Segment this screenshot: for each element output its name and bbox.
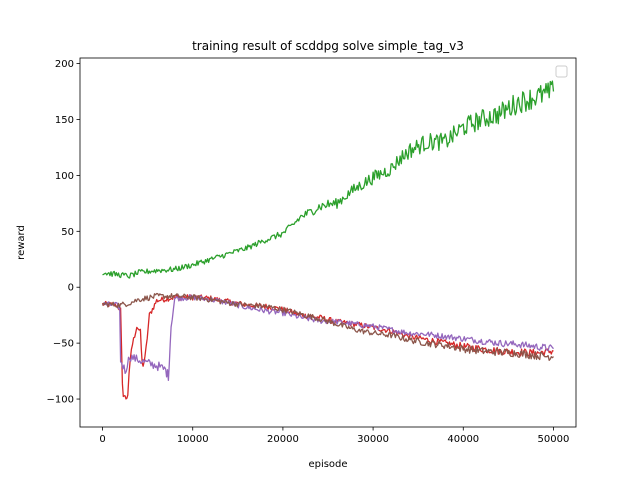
x-tick-label: 10000 xyxy=(177,434,209,445)
axes-frame xyxy=(79,57,577,428)
legend-box xyxy=(555,65,568,78)
x-tick-label: 0 xyxy=(99,434,105,445)
x-tick-label: 40000 xyxy=(447,434,479,445)
series-line-2 xyxy=(101,292,554,361)
plot-area xyxy=(101,80,555,400)
series-line-3 xyxy=(102,80,555,279)
x-axis-label: episode xyxy=(308,459,347,470)
y-axis-label: reward xyxy=(16,225,27,260)
chart-title: training result of scddpg solve simple_t… xyxy=(192,39,464,53)
series-line-0 xyxy=(101,294,554,400)
y-tick-label: 150 xyxy=(55,115,74,126)
x-tick-label: 30000 xyxy=(357,434,389,445)
y-tick-label: −100 xyxy=(47,395,74,406)
y-tick-label: 50 xyxy=(61,227,74,238)
y-tick-label: 0 xyxy=(68,283,74,294)
y-tick-label: 100 xyxy=(55,171,74,182)
y-axis: −100 −50 0 50 100 150 200 xyxy=(47,59,80,406)
x-tick-label: 50000 xyxy=(538,434,570,445)
y-tick-label: 200 xyxy=(55,59,74,70)
x-tick-label: 20000 xyxy=(267,434,299,445)
y-tick-label: −50 xyxy=(53,339,74,350)
x-axis: 0 10000 20000 30000 40000 50000 xyxy=(99,427,569,445)
